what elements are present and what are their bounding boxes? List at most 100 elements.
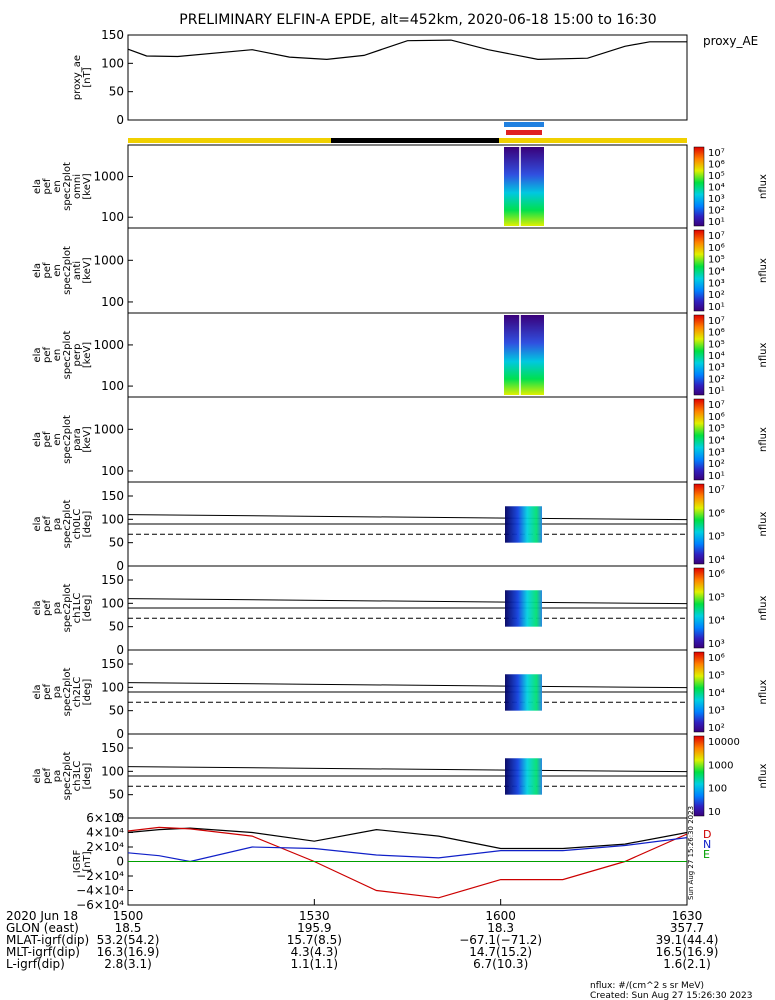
colorbar-tick: 10⁵	[708, 532, 725, 543]
colorbar-unit: nflux	[758, 511, 769, 536]
panel-spec2plot-perp: ela pef en spec2plot perp [keV] 100010010⁷10⁶1…	[32, 312, 769, 398]
ylabel-spec2plot-ch0LC: [deg]	[82, 511, 93, 538]
ytick-label: 0	[116, 643, 124, 657]
colorbar-unit: nflux	[758, 679, 769, 704]
ylabel-spec2plot-omni: en	[52, 180, 63, 193]
loss-cone-line	[127, 766, 688, 773]
panel-frame	[127, 312, 688, 398]
colorbar-tick: 10⁵	[708, 592, 725, 603]
colorbar-tick: 10³	[708, 194, 725, 205]
table-cell: 14.7(15.2)	[469, 945, 532, 959]
panel-IGRF: IGRF [nT]6×10⁴4×10⁴2×10⁴0−2×10⁴−4×10⁴−6×1…	[72, 811, 688, 912]
panel-frame	[127, 34, 688, 121]
ytick-label: −2×10⁴	[76, 869, 124, 883]
colorbar	[693, 483, 705, 565]
ylabel-spec2plot-perp: spec2plot	[62, 331, 73, 380]
ytick-label: 100	[101, 295, 124, 309]
ytick-label: 0	[116, 113, 124, 127]
pa-spectrum-block	[505, 758, 542, 795]
colorbar-tick: 10³	[708, 363, 725, 374]
colorbar-unit: nflux	[758, 763, 769, 788]
colorbar-tick: 10¹	[708, 471, 725, 482]
colorbar-tick: 10⁵	[708, 671, 725, 682]
colorbar-tick: 10⁴	[708, 555, 725, 566]
ylabel-spec2plot-ch2LC: ch2LC	[72, 677, 83, 708]
science-zone-bar-red	[506, 130, 542, 135]
ylabel-IGRF: [nT]	[82, 851, 93, 871]
row-label-l: L-igrf(dip)	[6, 957, 65, 971]
panel-spec2plot-omni: ela pef en spec2plot omni [keV] 100010010⁷10⁶1…	[32, 144, 769, 229]
loss-cone-line	[127, 682, 688, 689]
chart-title: PRELIMINARY ELFIN-A EPDE, alt=452km, 202…	[179, 12, 656, 28]
colorbar-tick: 10000	[708, 737, 740, 748]
colorbar-unit: nflux	[758, 174, 769, 199]
science-zone-bar-blue	[504, 122, 544, 127]
ytick-label: 2×10⁴	[86, 840, 124, 854]
time-label: 1600	[485, 909, 516, 923]
ytick-label: 150	[101, 489, 124, 503]
colorbar-tick: 10²	[708, 374, 725, 385]
colorbar-tick: 10⁴	[708, 688, 725, 699]
row-label-glon: GLON (east)	[6, 921, 79, 935]
ylabel-spec2plot-ch2LC: [deg]	[82, 679, 93, 706]
panel-spec2plot-para: ela pef en spec2plot para [keV] 100010010⁷10⁶1…	[32, 396, 769, 483]
ytick-label: 100	[101, 379, 124, 393]
sunlit-bar-right	[499, 138, 687, 143]
eclipse-bar	[331, 138, 499, 143]
sunlit-bar-left	[128, 138, 331, 143]
ylabel-IGRF: IGRF	[72, 850, 83, 874]
ylabel-spec2plot-ch0LC: pef	[42, 516, 53, 533]
table-cell: 18.3	[487, 921, 514, 935]
time-label: 1530	[299, 909, 330, 923]
colorbar-tick: 10⁶	[708, 243, 725, 254]
colorbar-tick: 10⁷	[708, 148, 725, 159]
ylabel-spec2plot-perp: en	[52, 349, 63, 362]
ylabel-spec2plot-para: pef	[42, 431, 53, 448]
ylabel-spec2plot-para: en	[52, 433, 63, 446]
time-label: 1500	[113, 909, 144, 923]
colorbar-tick: 10²	[708, 459, 725, 470]
loss-cone-line	[127, 514, 688, 521]
ytick-label: 0	[116, 559, 124, 573]
ytick-label: 100	[101, 464, 124, 478]
ylabel-spec2plot-anti: spec2plot	[62, 246, 73, 295]
ylabel-spec2plot-ch1LC: [deg]	[82, 595, 93, 622]
colorbar-unit: nflux	[758, 342, 769, 367]
colorbar-tick: 10¹	[708, 386, 725, 397]
colorbar-tick: 10	[708, 807, 721, 818]
ylabel-spec2plot-omni: omni	[72, 174, 83, 199]
ylabel-spec2plot-ch1LC: pef	[42, 600, 53, 617]
pa-spectrum-block	[505, 506, 542, 543]
ylabel-spec2plot-omni: [keV]	[82, 173, 93, 199]
panel-frame	[127, 144, 688, 229]
ylabel-spec2plot-ch1LC: pa	[52, 602, 63, 614]
ylabel-spec2plot-ch0LC: ela	[32, 516, 43, 531]
colorbar	[693, 146, 705, 227]
panel-spec2plot-ch0LC: ela pef pa spec2plot ch0LC [deg] 150 100 50 0 10⁷ 1…	[32, 481, 769, 573]
ytick-label: 50	[109, 620, 124, 634]
table-cell: 1.1(1.1)	[291, 957, 339, 971]
colorbar-tick: 10⁴	[708, 183, 725, 194]
pa-spectrum-block	[505, 590, 542, 627]
ytick-label: 1000	[93, 338, 124, 352]
row-label-mlat: MLAT-igrf(dip)	[6, 933, 89, 947]
ylabel-spec2plot-para: para	[72, 428, 83, 451]
colorbar-tick: 1000	[708, 760, 733, 771]
ytick-label: 50	[109, 704, 124, 718]
ytick-label: 0	[116, 855, 124, 869]
ylabel-spec2plot-perp: perp	[72, 344, 83, 367]
colorbar	[693, 398, 705, 481]
colorbar-tick: 10⁶	[708, 412, 725, 423]
ytick-label: 150	[101, 741, 124, 755]
row-label-mlt: MLT-igrf(dip)	[6, 945, 80, 959]
colorbar-unit: nflux	[758, 427, 769, 452]
energy-spectrum-block	[504, 147, 544, 226]
ylabel-spec2plot-anti: [keV]	[82, 257, 93, 283]
ylabel-spec2plot-para: spec2plot	[62, 415, 73, 464]
colorbar-tick: 10⁵	[708, 339, 725, 350]
ytick-label: 100	[101, 596, 124, 610]
ylabel-spec2plot-ch1LC: ch1LC	[72, 593, 83, 624]
colorbar-unit: nflux	[758, 258, 769, 283]
ylabel-spec2plot-ch2LC: spec2plot	[62, 668, 73, 717]
